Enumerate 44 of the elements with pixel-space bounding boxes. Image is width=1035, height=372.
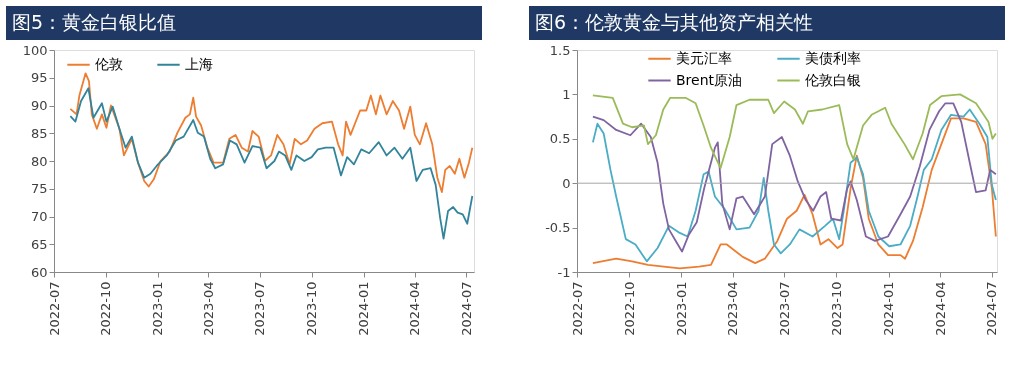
x-tick-label: 2024-07 <box>458 281 474 336</box>
x-tick-label: 2024-04 <box>407 281 423 336</box>
x-tick-label: 2023-10 <box>828 281 844 336</box>
x-tick-label: 2023-07 <box>776 281 792 336</box>
x-tick-label: 2024-04 <box>932 281 948 336</box>
chart-title: 图5：黄金白银比值 <box>12 11 177 33</box>
y-tick-label: 65 <box>30 236 48 252</box>
y-tick-label: -0.5 <box>545 220 571 236</box>
line-series <box>591 93 997 169</box>
legend-label: 伦敦白银 <box>805 71 861 88</box>
x-tick-label: 2022-10 <box>621 281 637 336</box>
x-tick-label: 2023-07 <box>252 281 268 336</box>
legend-label: 美元汇率 <box>676 49 732 66</box>
x-tick-label: 2023-04 <box>725 281 741 336</box>
x-tick-label: 2024-07 <box>984 281 1000 336</box>
legend-label: Brent原油 <box>676 71 743 88</box>
chart-title: 图6：伦敦黄金与其他资产相关性 <box>535 11 814 33</box>
y-tick-label: 80 <box>30 153 48 169</box>
line-series <box>69 72 474 193</box>
x-tick-label: 2023-01 <box>673 281 689 336</box>
x-tick-label: 2023-10 <box>304 281 320 336</box>
x-tick-label: 2022-10 <box>98 281 114 336</box>
y-tick-label: 1 <box>562 86 571 102</box>
y-tick-label: 0.5 <box>549 131 571 147</box>
legend-label: 伦敦 <box>95 55 123 72</box>
x-tick-label: 2022-07 <box>569 281 585 336</box>
y-tick-label: 100 <box>22 42 48 58</box>
y-tick-label: 70 <box>30 209 48 224</box>
x-tick-label: 2023-01 <box>150 281 166 336</box>
x-tick-label: 2024-01 <box>881 281 897 336</box>
y-tick-label: 0 <box>562 175 571 191</box>
y-tick-label: 90 <box>30 98 48 113</box>
y-tick-label: -1 <box>557 264 571 280</box>
x-tick-label: 2023-04 <box>200 281 216 336</box>
y-tick-label: 95 <box>30 70 48 86</box>
x-tick-label: 2022-07 <box>46 281 62 336</box>
y-tick-label: 75 <box>30 181 48 197</box>
line-series <box>69 87 474 240</box>
x-tick-label: 2024-01 <box>356 281 371 336</box>
legend-label: 上海 <box>185 55 213 72</box>
legend-label: 美债利率 <box>805 49 861 66</box>
y-tick-label: 1.5 <box>549 42 571 58</box>
y-tick-label: 60 <box>30 264 48 280</box>
y-tick-label: 85 <box>30 125 48 141</box>
